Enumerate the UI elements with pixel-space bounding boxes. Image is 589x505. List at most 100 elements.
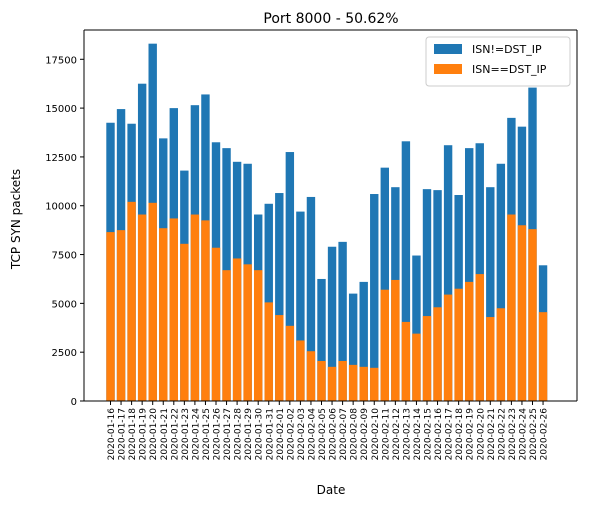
bar-series-2-2020-02-08	[348, 364, 358, 401]
bar-series-2-2020-02-17	[443, 294, 453, 401]
bars-group	[106, 43, 548, 402]
bar-series-1-2020-02-15	[422, 189, 432, 401]
x-tick-label: 2020-01-22	[170, 408, 180, 460]
bar-series-1-2020-02-02	[285, 152, 295, 401]
x-tick-label: 2020-02-10	[371, 408, 381, 461]
x-tick-label: 2020-02-05	[318, 408, 328, 460]
x-tick-label: 2020-02-14	[413, 408, 423, 461]
x-tick-label: 2020-02-22	[497, 408, 507, 460]
bar-series-2-2020-02-11	[380, 289, 389, 401]
bar-series-1-2020-02-21	[486, 187, 495, 401]
bar-series-2-2020-02-06	[327, 366, 337, 401]
x-tick-label: 2020-01-30	[255, 408, 265, 461]
bar-series-2-2020-02-22	[496, 308, 506, 401]
bar-series-1-2020-02-08	[348, 293, 358, 401]
y-tick-label: 17500	[45, 55, 77, 66]
y-tick-label: 7500	[52, 251, 77, 262]
x-tick-label: 2020-01-18	[128, 408, 138, 461]
y-tick-label: 2500	[52, 348, 77, 359]
bar-series-2-2020-02-07	[338, 360, 347, 401]
x-tick-label: 2020-01-25	[202, 408, 212, 460]
bar-series-1-2020-02-07	[338, 241, 347, 401]
bar-series-2-2020-02-05	[317, 360, 326, 401]
x-tick-label: 2020-01-28	[234, 408, 244, 461]
legend-swatch-1	[434, 44, 462, 54]
y-tick-label: 10000	[45, 202, 77, 213]
bar-series-1-2020-02-22	[496, 163, 506, 401]
x-tick-label: 2020-02-20	[476, 408, 486, 461]
axes-group	[83, 29, 578, 402]
bar-series-1-2020-02-09	[359, 281, 368, 401]
bar-series-2-2020-02-10	[370, 367, 379, 401]
x-tick-label: 2020-01-29	[244, 408, 254, 461]
x-tick-label: 2020-01-26	[213, 408, 223, 461]
x-tick-label: 2020-02-08	[350, 408, 360, 461]
x-tick-label: 2020-02-06	[329, 408, 339, 461]
x-tick-label: 2020-02-04	[307, 408, 317, 461]
x-tick-label: 2020-02-26	[540, 408, 550, 461]
bar-series-1-2020-02-06	[327, 246, 337, 401]
x-tick-label: 2020-01-31	[265, 408, 275, 460]
bar-series-2-2020-02-16	[433, 307, 442, 401]
x-tick-label: 2020-02-21	[487, 408, 497, 460]
bar-series-2-2020-01-29	[243, 264, 252, 401]
x-axis-label: Date	[317, 483, 346, 497]
bar-series-2-2020-02-15	[422, 316, 432, 401]
bar-series-2-2020-01-23	[180, 243, 189, 401]
bar-series-2-2020-02-04	[306, 351, 316, 401]
x-tick-label: 2020-01-24	[191, 408, 201, 461]
x-tick-label: 2020-02-25	[529, 408, 539, 460]
y-tick-label: 12500	[45, 153, 77, 164]
bar-series-2-2020-02-03	[296, 340, 305, 401]
x-tick-label: 2020-02-11	[381, 408, 391, 460]
bar-series-2-2020-02-02	[285, 325, 295, 401]
chart-title: Port 8000 - 50.62%	[263, 11, 398, 27]
x-tick-label: 2020-01-16	[107, 408, 117, 461]
bar-series-1-2020-02-11	[380, 167, 389, 401]
bar-series-2-2020-01-17	[116, 230, 126, 401]
bar-series-1-2020-02-10	[370, 194, 379, 401]
bar-series-2-2020-02-14	[412, 333, 421, 401]
bar-series-2-2020-01-20	[148, 202, 157, 401]
x-tick-label: 2020-01-23	[181, 408, 191, 460]
x-tick-label: 2020-02-18	[455, 408, 465, 461]
bar-series-2-2020-01-19	[137, 214, 147, 401]
bar-series-1-2020-02-01	[275, 193, 284, 401]
bar-series-2-2020-02-20	[475, 274, 484, 401]
x-tick-label: 2020-02-24	[518, 408, 528, 461]
bar-series-2-2020-02-23	[507, 214, 516, 401]
bar-series-1-2020-02-05	[317, 278, 326, 401]
x-tick-label: 2020-02-02	[286, 408, 296, 460]
y-ticks-group: 0 2500 5000 7500 10000 12500 15000 17500	[45, 55, 84, 408]
legend: ISN!=DST_IP ISN==DST_IP	[425, 36, 571, 87]
y-tick-label: 0	[71, 397, 77, 408]
bar-series-2-2020-01-26	[211, 247, 221, 401]
bar-series-2-2020-01-24	[190, 214, 200, 401]
bar-series-2-2020-02-01	[275, 315, 284, 401]
bar-series-1-2020-02-14	[412, 255, 421, 401]
bar-series-2-2020-01-30	[254, 270, 263, 401]
x-tick-label: 2020-02-07	[339, 408, 349, 460]
legend-label-1: ISN!=DST_IP	[472, 43, 542, 56]
y-tick-label: 15000	[45, 104, 77, 115]
bar-series-1-2020-02-03	[296, 211, 305, 401]
bar-series-2-2020-01-28	[232, 258, 242, 401]
bar-series-2-2020-01-27	[222, 270, 231, 401]
bar-series-2-2020-02-26	[538, 312, 548, 401]
bar-series-1-2020-02-19	[465, 148, 474, 401]
bar-series-2-2020-01-25	[201, 220, 210, 401]
y-tick-label: 5000	[52, 299, 77, 310]
x-tick-label: 2020-02-19	[466, 408, 476, 461]
bar-series-2-2020-02-12	[391, 279, 400, 401]
bar-series-2-2020-01-31	[264, 302, 273, 401]
bar-series-1-2020-02-04	[306, 196, 316, 401]
x-tick-label: 2020-01-19	[139, 408, 149, 461]
bar-series-2-2020-01-16	[106, 232, 115, 401]
bar-series-2-2020-01-22	[169, 218, 178, 401]
bar-series-1-2020-02-16	[433, 190, 442, 401]
x-tick-label: 2020-01-27	[223, 408, 233, 460]
x-tick-label: 2020-02-13	[402, 408, 412, 460]
x-tick-label: 2020-02-23	[508, 408, 518, 460]
x-tick-label: 2020-02-17	[445, 408, 455, 460]
x-tick-label: 2020-01-20	[149, 408, 159, 461]
